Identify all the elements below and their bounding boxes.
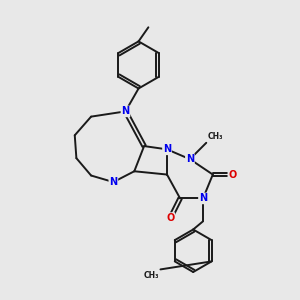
Text: N: N bbox=[122, 106, 130, 116]
Text: CH₃: CH₃ bbox=[143, 271, 159, 280]
Text: CH₃: CH₃ bbox=[208, 132, 224, 141]
Text: N: N bbox=[186, 154, 194, 164]
Text: N: N bbox=[109, 177, 117, 187]
Text: O: O bbox=[166, 213, 174, 223]
Text: O: O bbox=[228, 169, 237, 179]
Text: N: N bbox=[199, 194, 207, 203]
Text: N: N bbox=[163, 144, 171, 154]
